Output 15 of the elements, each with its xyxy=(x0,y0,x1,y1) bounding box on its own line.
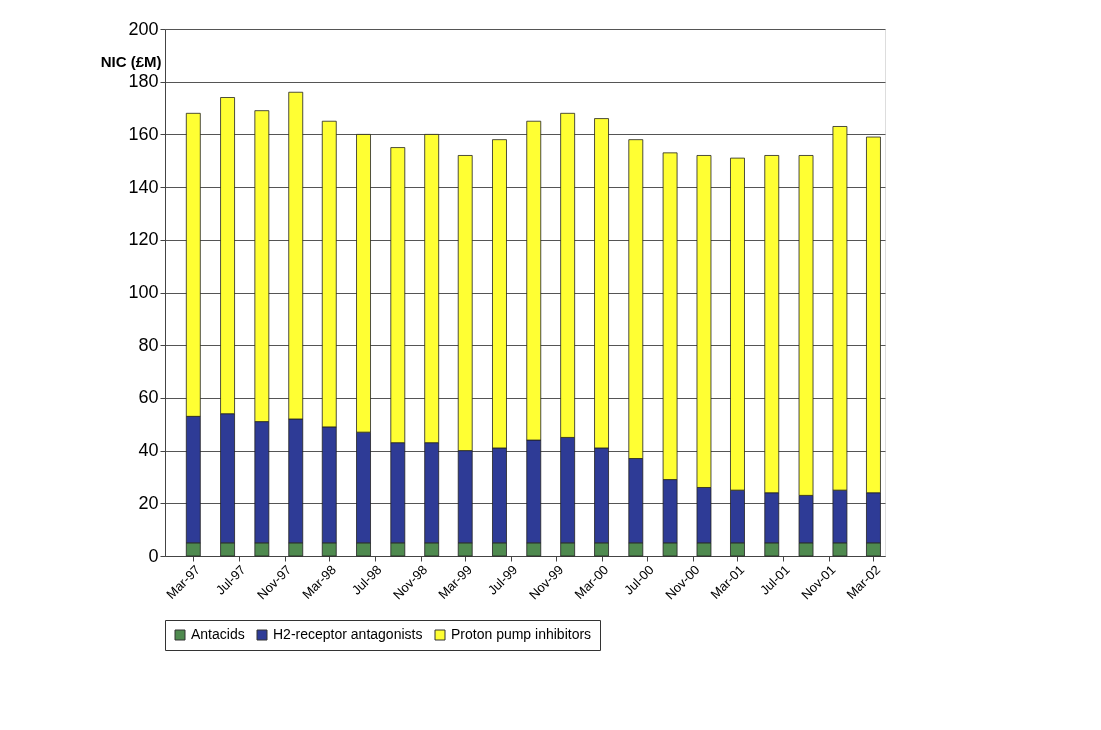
y-tick-label: 40 xyxy=(138,440,159,461)
y-tick-label: 180 xyxy=(128,71,159,92)
y-tick-label: 160 xyxy=(128,123,159,144)
y-axis-title: NIC (£M) xyxy=(100,52,162,70)
legend-label: Antacids xyxy=(191,626,245,642)
y-tick-label: 120 xyxy=(128,229,159,250)
legend-label: Proton pump inhibitors xyxy=(451,626,592,642)
y-tick-label: 140 xyxy=(128,176,159,197)
y-tick-label: 200 xyxy=(128,18,159,39)
y-tick-label: 80 xyxy=(138,334,159,355)
y-tick-label: 20 xyxy=(138,492,159,513)
y-tick-label: 60 xyxy=(138,387,159,408)
y-tick-label: 0 xyxy=(148,545,159,566)
legend-label: H2-receptor antagonists xyxy=(273,626,423,642)
y-tick-label: 100 xyxy=(128,282,159,302)
